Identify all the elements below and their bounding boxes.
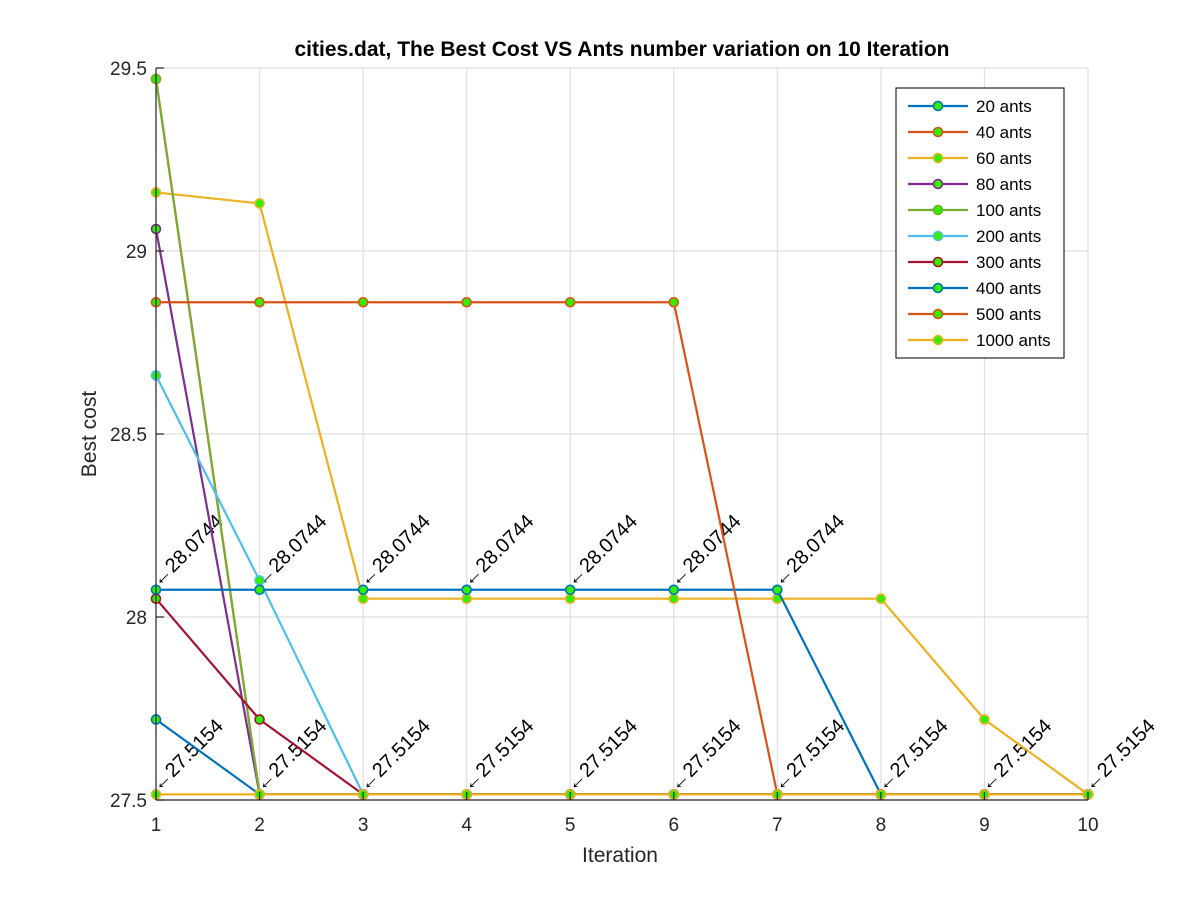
data-point [461, 584, 472, 596]
data-point [357, 593, 369, 605]
data-point [564, 296, 576, 308]
legend-swatch-marker [932, 282, 944, 294]
x-tick-label: 8 [876, 815, 887, 836]
x-tick-label: 6 [668, 815, 679, 836]
legend-swatch-marker [932, 152, 944, 164]
y-tick-label: 28 [126, 608, 147, 629]
y-tick-label: 29.5 [110, 59, 147, 80]
x-tick-label: 1 [151, 815, 162, 836]
legend-entry: 1000 ants [908, 331, 1051, 350]
y-tick-label: 28.5 [110, 425, 147, 446]
x-tick-label: 4 [461, 815, 472, 836]
data-point [254, 296, 265, 308]
y-tick-label: 27.5 [110, 791, 147, 812]
legend: 20 ants 40 ants 60 ants 80 ants 100 ants 200 … [895, 87, 1065, 359]
legend-entry: 200 ants [908, 227, 1041, 246]
legend-label: 80 ants [976, 175, 1032, 194]
legend-label: 40 ants [976, 123, 1032, 142]
data-point [357, 296, 369, 308]
legend-entry: 20 ants [908, 97, 1032, 116]
data-point [668, 593, 680, 605]
x-tick-label: 2 [254, 815, 265, 836]
legend-swatch-marker [932, 100, 944, 112]
y-axis-title: Best cost [78, 391, 101, 478]
data-point [357, 584, 369, 596]
x-tick-label: 3 [358, 815, 369, 836]
legend-entry: 80 ants [908, 175, 1032, 194]
x-tick-label: 10 [1077, 815, 1098, 836]
legend-label: 200 ants [976, 227, 1041, 246]
legend-label: 500 ants [976, 305, 1041, 324]
legend-label: 300 ants [976, 253, 1041, 272]
legend-label: 60 ants [976, 149, 1032, 168]
legend-entry: 100 ants [908, 201, 1041, 220]
series-line [155, 191, 1089, 796]
x-tick-label: 7 [772, 815, 783, 836]
data-point [564, 593, 576, 605]
y-tick-label: 29 [126, 242, 147, 263]
data-point [668, 584, 680, 596]
x-axis-title: Iteration [582, 844, 658, 867]
data-point [875, 593, 887, 605]
legend-swatch-marker [932, 204, 944, 216]
data-point [254, 714, 265, 725]
x-tick-label: 5 [565, 815, 576, 836]
legend-swatch-marker [932, 126, 944, 138]
data-point [979, 714, 990, 725]
legend-swatch-marker [932, 308, 944, 320]
legend-label: 20 ants [976, 97, 1032, 116]
axes: 1 2 3 4 5 6 7 8 9 10 27.5 28 28.5 29 29.5 [110, 59, 1099, 836]
data-point [668, 296, 680, 308]
x-tick-label: 9 [979, 815, 990, 836]
legend-label: 1000 ants [976, 331, 1051, 350]
data-point [772, 584, 783, 596]
legend-swatch-marker [932, 230, 944, 242]
legend-entry: 60 ants [908, 149, 1032, 168]
legend-entry: 300 ants [908, 253, 1041, 272]
legend-swatch-marker [932, 334, 944, 346]
legend-swatch-marker [932, 178, 944, 190]
legend-entry: 400 ants [908, 279, 1041, 298]
legend-label: 400 ants [976, 279, 1041, 298]
data-point [254, 198, 265, 209]
legend-swatch-marker [932, 256, 944, 268]
data-point [461, 593, 472, 605]
data-point [254, 584, 265, 596]
legend-entry: 500 ants [908, 305, 1041, 324]
legend-entry: 40 ants [908, 123, 1032, 142]
data-point [461, 296, 472, 308]
legend-label: 100 ants [976, 201, 1041, 220]
data-point [564, 584, 576, 596]
chart-title: cities.dat, The Best Cost VS Ants number… [294, 38, 949, 61]
data-point [254, 575, 265, 586]
